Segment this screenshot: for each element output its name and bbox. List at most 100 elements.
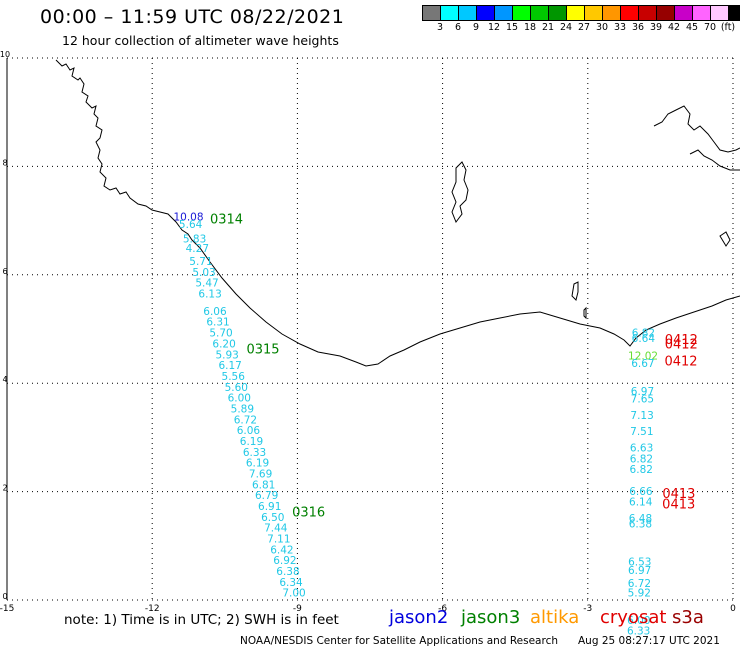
swh-value: 6.97 bbox=[631, 386, 654, 398]
swh-value: 6.72 bbox=[628, 578, 651, 590]
island-bioko bbox=[451, 161, 469, 224]
swh-value: 6.81 bbox=[252, 479, 275, 491]
swh-value: 6.34 bbox=[279, 577, 303, 589]
y-tick-label: 2 bbox=[2, 484, 7, 493]
map-grid bbox=[6, 57, 734, 601]
legend-swatch bbox=[459, 6, 477, 20]
coastline bbox=[55, 59, 740, 367]
swh-value: 6.38 bbox=[276, 566, 299, 578]
pass-time-label: 0315 bbox=[246, 343, 279, 358]
track-east-track: 6.826.6412.026.676.977.657.137.516.636.8… bbox=[627, 328, 698, 638]
swh-value: 6.67 bbox=[631, 358, 654, 370]
pass-time-label: 0316 bbox=[292, 505, 325, 520]
legend-swatch bbox=[531, 6, 549, 20]
legend-label: 27 bbox=[577, 22, 591, 33]
legend-label: 18 bbox=[523, 22, 537, 33]
y-tick-label: 8 bbox=[2, 158, 7, 167]
generated-timestamp: Aug 25 08:27:17 UTC 2021 bbox=[578, 635, 720, 647]
legend-swatch bbox=[729, 6, 740, 20]
satellite-label-cryosat: cryosat bbox=[600, 607, 667, 628]
swh-value: 5.83 bbox=[183, 233, 206, 245]
legend-swatch bbox=[495, 6, 513, 20]
legend-label: 6 bbox=[454, 22, 462, 33]
legend-swatch bbox=[441, 6, 459, 20]
swh-value: 5.60 bbox=[225, 382, 248, 394]
swh-value: 6.14 bbox=[629, 497, 653, 509]
legend-label: 12 bbox=[487, 22, 501, 33]
legend-swatch bbox=[549, 6, 567, 20]
swh-value: 6.48 bbox=[629, 513, 652, 525]
legend-label: 42 bbox=[667, 22, 681, 33]
x-tick-label: -12 bbox=[145, 604, 160, 614]
swh-value: 5.64 bbox=[179, 219, 203, 231]
swh-value: 6.97 bbox=[628, 565, 651, 577]
swh-value: 5.56 bbox=[222, 371, 246, 383]
swh-value: 6.91 bbox=[258, 501, 281, 513]
swh-value: 6.20 bbox=[212, 338, 235, 350]
swh-value: 6.06 bbox=[237, 425, 261, 437]
legend-swatch bbox=[603, 6, 621, 20]
legend-label: 21 bbox=[541, 22, 555, 33]
legend-label: 36 bbox=[631, 22, 645, 33]
pass-time-label: 0314 bbox=[210, 213, 243, 228]
swh-value: 7.44 bbox=[264, 523, 288, 535]
y-tick-label: 0 bbox=[2, 592, 7, 601]
legend-swatch bbox=[513, 6, 531, 20]
pass-time-label: 0412 bbox=[664, 355, 697, 370]
legend-swatch bbox=[693, 6, 711, 20]
legend-swatch bbox=[675, 6, 693, 20]
satellite-label-jason3: jason3 bbox=[461, 607, 521, 628]
swh-value: 5.70 bbox=[209, 328, 232, 340]
swh-value: 6.06 bbox=[203, 306, 227, 318]
x-tick-label: -15 bbox=[0, 604, 14, 614]
coastline-east bbox=[653, 105, 740, 153]
y-tick-label: 4 bbox=[2, 375, 7, 384]
swh-value: 6.42 bbox=[270, 544, 293, 556]
legend-label: (ft) bbox=[720, 22, 736, 33]
swh-value: 4.27 bbox=[186, 243, 209, 255]
pass-time-label: 0413 bbox=[662, 487, 695, 502]
swh-value: 6.79 bbox=[255, 490, 278, 502]
legend-swatch bbox=[567, 6, 585, 20]
x-tick-label: -3 bbox=[583, 604, 592, 614]
legend-label: 24 bbox=[559, 22, 573, 33]
y-tick-label: 10 bbox=[0, 50, 10, 59]
legend-label: 39 bbox=[649, 22, 663, 33]
swh-value: 6.31 bbox=[206, 317, 229, 329]
pass-time-label: 0413 bbox=[662, 498, 695, 513]
swh-value: 6.66 bbox=[629, 486, 653, 498]
swh-value: 7.51 bbox=[630, 426, 653, 438]
satellite-label-altika: altika bbox=[530, 607, 580, 628]
satellite-label-s3a: s3a bbox=[672, 607, 704, 628]
swh-value: 6.00 bbox=[228, 393, 251, 405]
swh-value: 6.19 bbox=[246, 458, 269, 470]
swh-value: 6.82 bbox=[632, 328, 655, 340]
legend-label: 45 bbox=[685, 22, 699, 33]
axis-tick-labels: -15 -12 -9 -6 -3 0 0 2 4 6 8 10 bbox=[0, 50, 736, 614]
color-scale-legend bbox=[422, 5, 740, 21]
island-small-3 bbox=[719, 231, 731, 247]
altimeter-tracks: 10.085.645.834.275.715.035.476.136.066.3… bbox=[173, 212, 697, 638]
legend-label: 30 bbox=[595, 22, 609, 33]
island-small-2 bbox=[583, 306, 587, 320]
swh-value: 10.08 bbox=[173, 212, 203, 224]
swh-value: 7.13 bbox=[630, 410, 653, 422]
legend-swatch bbox=[621, 6, 639, 20]
swh-value: 6.82 bbox=[630, 453, 653, 465]
satellite-label-jason2: jason2 bbox=[389, 607, 449, 628]
swh-value: 6.38 bbox=[629, 518, 652, 530]
pass-time-label: 0412 bbox=[665, 333, 698, 348]
swh-value: 7.69 bbox=[249, 469, 272, 481]
coastline-west-africa bbox=[55, 59, 740, 367]
legend-swatch bbox=[639, 6, 657, 20]
legend-label: 70 bbox=[703, 22, 717, 33]
map-subtitle: 12 hour collection of altimeter wave hei… bbox=[62, 33, 339, 48]
credit-line: NOAA/NESDIS Center for Satellite Applica… bbox=[240, 635, 558, 647]
track-west-track: 10.085.645.834.275.715.035.476.136.066.3… bbox=[173, 212, 325, 600]
footnote: note: 1) Time is in UTC; 2) SWH is in fe… bbox=[64, 612, 339, 628]
swh-value: 6.33 bbox=[243, 447, 266, 459]
pass-time-label: 0412 bbox=[665, 337, 698, 352]
legend-swatch bbox=[423, 6, 441, 20]
swh-value: 6.19 bbox=[240, 436, 263, 448]
